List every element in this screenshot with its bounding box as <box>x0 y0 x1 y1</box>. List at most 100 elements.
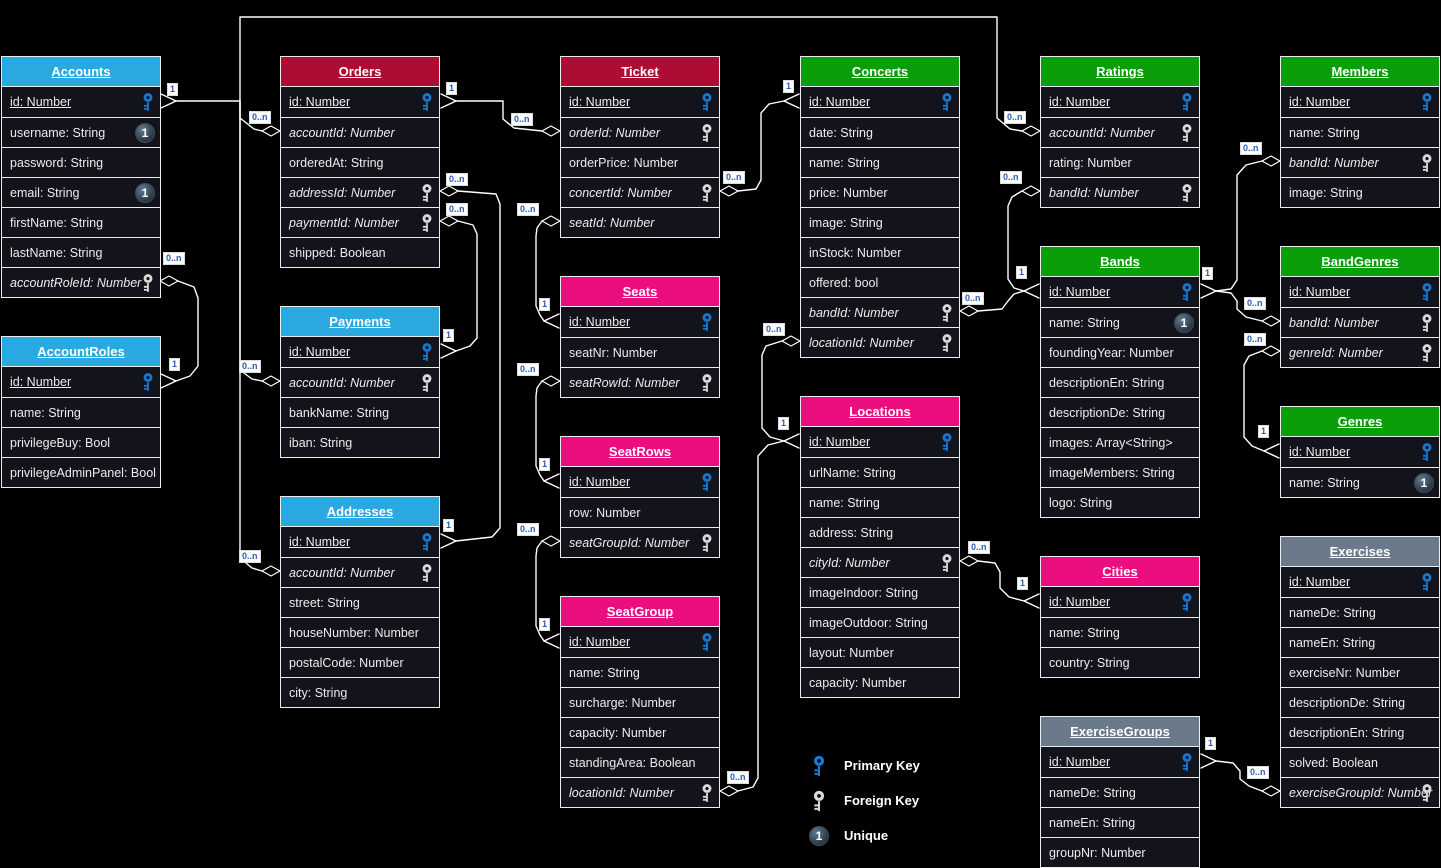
crow-foot-one-end <box>783 93 800 109</box>
table-Members[interactable]: Members id: Number name: String bandId: Num… <box>1280 56 1440 208</box>
table-title: ExerciseGroups <box>1070 724 1170 739</box>
primary-key-icon <box>1180 752 1194 772</box>
table-Seats[interactable]: Seats id: Number seatNr: Number seatRowId: … <box>560 276 720 398</box>
table-header[interactable]: ExerciseGroups <box>1041 717 1199 747</box>
diamond-many-end <box>958 305 980 317</box>
table-Exercises[interactable]: Exercises id: Number nameDe: String nameEn:… <box>1280 536 1440 808</box>
field-label: locationId: Number <box>809 335 914 350</box>
table-header[interactable]: Bands <box>1041 247 1199 277</box>
table-Ticket[interactable]: Ticket id: Number orderId: Number orderPric… <box>560 56 720 238</box>
field-row: surcharge: Number <box>561 687 719 717</box>
table-SeatGroup[interactable]: SeatGroup id: Number name: String surcharge… <box>560 596 720 808</box>
table-header[interactable]: Locations <box>801 397 959 427</box>
table-Accounts[interactable]: Accounts id: Number username: String 1 passw… <box>1 56 161 298</box>
field-row: exerciseGroupId: Number <box>1281 777 1439 807</box>
field-label: name: String <box>10 405 81 420</box>
field-label: id: Number <box>569 475 631 489</box>
table-AccountRoles[interactable]: AccountRoles id: Number name: String privil… <box>1 336 161 488</box>
cardinality-label: 1 <box>1017 577 1029 590</box>
cardinality-label: 1 <box>778 417 790 430</box>
field-row: id: Number <box>2 367 160 397</box>
field-row: password: String <box>2 147 160 177</box>
field-label: exerciseGroupId: Number <box>1289 785 1433 800</box>
table-BandGenres[interactable]: BandGenres id: Number bandId: Number genreI… <box>1280 246 1440 368</box>
field-label: username: String <box>10 125 106 140</box>
field-row: name: String <box>801 487 959 517</box>
table-Ratings[interactable]: Ratings id: Number accountId: Number rating… <box>1040 56 1200 208</box>
field-label: groupNr: Number <box>1049 845 1146 860</box>
relation-Addresses.accountId-to-Accounts.id <box>239 100 282 577</box>
cardinality-label: 1 <box>539 298 551 311</box>
table-Bands[interactable]: Bands id: Number name: String 1 foundingYear… <box>1040 246 1200 518</box>
relation-Locations.cityId-to-Cities.id <box>958 555 1040 609</box>
table-header[interactable]: SeatRows <box>561 437 719 467</box>
field-label: name: String <box>809 155 880 170</box>
diamond-many-end <box>540 535 562 547</box>
diamond-many-end <box>540 215 562 227</box>
field-row: capacity: Number <box>801 667 959 697</box>
foreign-key-icon <box>420 563 434 583</box>
table-Locations[interactable]: Locations id: Number urlName: String name: … <box>800 396 960 698</box>
table-Addresses[interactable]: Addresses id: Number accountId: Number stre… <box>280 496 440 708</box>
field-row: bandId: Number <box>1041 177 1199 207</box>
table-Cities[interactable]: Cities id: Number name: String country: Str… <box>1040 556 1200 678</box>
field-row: date: String <box>801 117 959 147</box>
table-header[interactable]: Seats <box>561 277 719 307</box>
table-header[interactable]: Ratings <box>1041 57 1199 87</box>
field-label: descriptionEn: String <box>1049 375 1165 390</box>
table-header[interactable]: Orders <box>281 57 439 87</box>
field-row: orderId: Number <box>561 117 719 147</box>
field-row: urlName: String <box>801 457 959 487</box>
table-header[interactable]: Payments <box>281 307 439 337</box>
table-header[interactable]: Genres <box>1281 407 1439 437</box>
field-row: image: String <box>1281 177 1439 207</box>
crow-foot-one-end <box>440 533 457 549</box>
field-row: id: Number <box>801 427 959 457</box>
table-header[interactable]: BandGenres <box>1281 247 1439 277</box>
table-header[interactable]: AccountRoles <box>2 337 160 367</box>
diamond-many-end <box>1260 155 1282 167</box>
field-row: shipped: Boolean <box>281 237 439 267</box>
table-SeatRows[interactable]: SeatRows id: Number row: Number seatGroupId… <box>560 436 720 558</box>
table-header[interactable]: Members <box>1281 57 1439 87</box>
table-ExerciseGroups[interactable]: ExerciseGroups id: Number nameDe: String na… <box>1040 716 1200 868</box>
table-Payments[interactable]: Payments id: Number accountId: Number bankN… <box>280 306 440 458</box>
table-header[interactable]: Ticket <box>561 57 719 87</box>
field-label: inStock: Number <box>809 245 902 260</box>
field-row: rating: Number <box>1041 147 1199 177</box>
table-header[interactable]: SeatGroup <box>561 597 719 627</box>
field-label: capacity: Number <box>569 725 667 740</box>
table-header[interactable]: Accounts <box>2 57 160 87</box>
field-label: images: Array<String> <box>1049 435 1173 450</box>
field-row: addressId: Number <box>281 177 439 207</box>
field-row: descriptionDe: String <box>1281 687 1439 717</box>
field-label: id: Number <box>809 95 871 109</box>
table-header[interactable]: Exercises <box>1281 537 1439 567</box>
cardinality-label: 0..n <box>239 360 261 373</box>
foreign-key-icon <box>420 213 434 233</box>
cardinality-label: 0..n <box>1004 111 1026 124</box>
field-row: name: String 1 <box>1281 467 1439 497</box>
table-title: Ticket <box>621 64 659 79</box>
field-row: inStock: Number <box>801 237 959 267</box>
cardinality-label: 0..n <box>517 523 539 536</box>
field-row: id: Number <box>1281 567 1439 597</box>
table-Orders[interactable]: Orders id: Number accountId: Number ordered… <box>280 56 440 268</box>
primary-key-icon <box>700 92 714 112</box>
table-Genres[interactable]: Genres id: Number name: String 1 <box>1280 406 1440 498</box>
table-header[interactable]: Cities <box>1041 557 1199 587</box>
table-header[interactable]: Concerts <box>801 57 959 87</box>
field-row: name: String 1 <box>1041 307 1199 337</box>
table-title: SeatGroup <box>606 604 674 619</box>
field-row: descriptionEn: String <box>1041 367 1199 397</box>
crow-foot-one-end <box>440 343 457 359</box>
field-row: nameDe: String <box>1041 777 1199 807</box>
table-header[interactable]: Addresses <box>281 497 439 527</box>
cardinality-label: 0..n <box>517 203 539 216</box>
cardinality-label: 0..n <box>727 771 749 784</box>
unique-badge: 1 <box>135 182 155 203</box>
diamond-many-end <box>438 185 460 197</box>
table-Concerts[interactable]: Concerts id: Number date: String name: Stri… <box>800 56 960 358</box>
field-label: accountRoleId: Number <box>10 275 142 290</box>
field-label: logo: String <box>1049 495 1113 510</box>
